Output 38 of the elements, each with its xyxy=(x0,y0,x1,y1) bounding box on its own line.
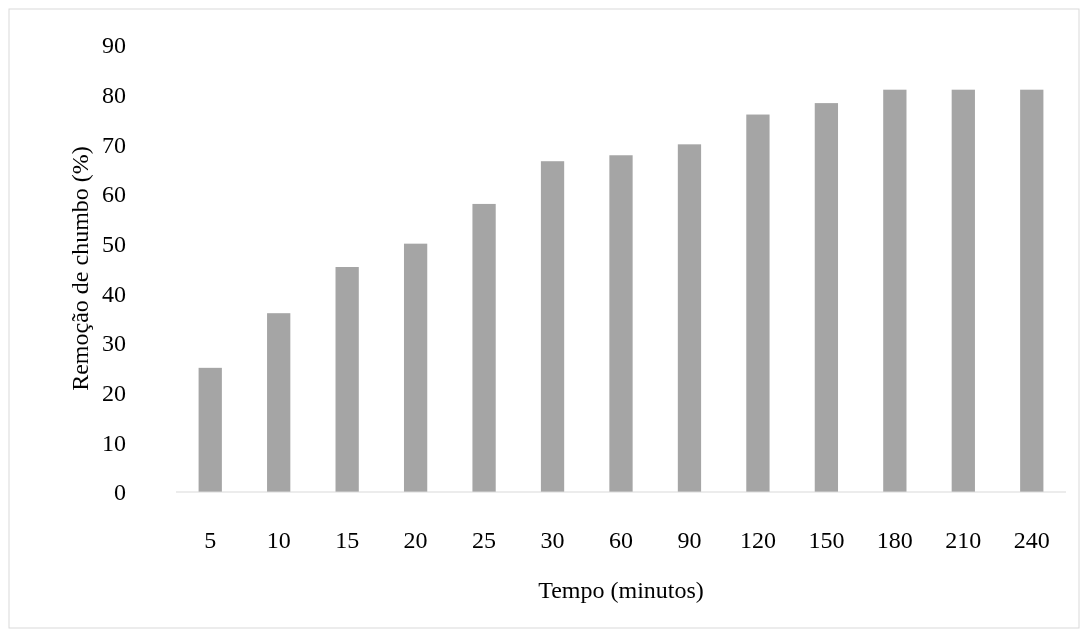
y-tick-label: 50 xyxy=(102,231,126,258)
bar xyxy=(335,267,359,492)
bar xyxy=(814,103,839,492)
y-tick-label: 0 xyxy=(114,479,126,506)
x-tick-label: 10 xyxy=(266,527,291,553)
x-tick-label: 180 xyxy=(876,527,913,553)
y-tick-label: 20 xyxy=(102,380,126,407)
x-tick-label: 30 xyxy=(540,527,565,553)
x-tick-label: 5 xyxy=(204,527,217,553)
bar xyxy=(267,313,291,492)
bar xyxy=(540,161,565,492)
bar xyxy=(198,367,222,492)
y-tick-label: 90 xyxy=(102,32,126,59)
bar xyxy=(951,89,975,492)
x-tick-label: 120 xyxy=(739,527,776,553)
bar xyxy=(883,89,907,492)
x-axis-title: Tempo (minutos) xyxy=(538,577,704,603)
y-tick-label: 80 xyxy=(102,82,126,109)
y-tick-label: 10 xyxy=(102,429,126,456)
y-tick-label: 70 xyxy=(102,131,126,158)
x-tick-label: 240 xyxy=(1013,527,1050,553)
bar xyxy=(472,203,496,492)
y-tick-label: 40 xyxy=(102,280,126,307)
bar xyxy=(1020,89,1044,492)
y-tick-label: 30 xyxy=(102,330,126,357)
x-tick-label: 90 xyxy=(677,527,702,553)
x-tick-label: 20 xyxy=(403,527,428,553)
y-tick-label: 60 xyxy=(102,181,126,208)
y-axis-title: Remoção de chumbo (%) xyxy=(67,146,93,391)
x-tick-label: 60 xyxy=(609,527,633,553)
x-tick-label: 15 xyxy=(335,527,360,553)
bar xyxy=(677,144,702,492)
x-tick-label: 150 xyxy=(808,527,845,553)
x-tick-label: 210 xyxy=(945,527,982,553)
bar xyxy=(609,155,633,492)
x-tick-label: 25 xyxy=(472,527,497,553)
bar xyxy=(746,114,770,492)
bar xyxy=(403,243,428,492)
